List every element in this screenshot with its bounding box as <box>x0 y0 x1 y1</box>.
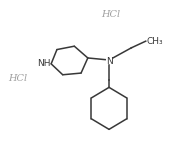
Text: N: N <box>106 57 112 66</box>
Text: CH₃: CH₃ <box>146 37 163 46</box>
Text: NH: NH <box>37 58 50 68</box>
Text: HCl: HCl <box>8 74 27 83</box>
Text: HCl: HCl <box>101 10 121 19</box>
